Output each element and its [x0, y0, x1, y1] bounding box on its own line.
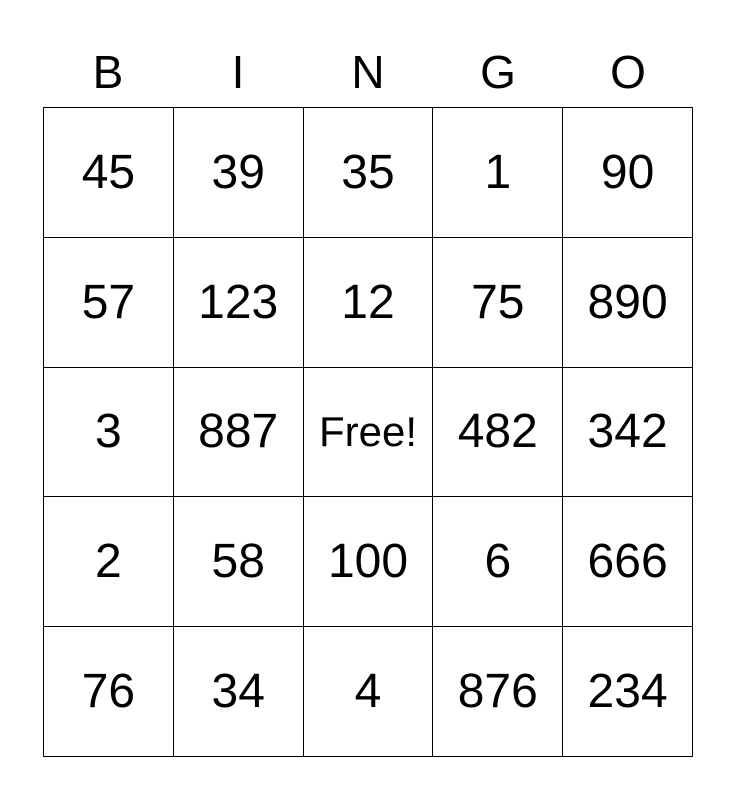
header-letter-b: B — [92, 46, 124, 98]
bingo-cell: 3 — [44, 367, 174, 498]
bingo-cell: 890 — [563, 237, 693, 368]
header-letter-i: I — [231, 46, 245, 98]
bingo-cell: 39 — [173, 108, 304, 238]
bingo-cell: 57 — [44, 237, 174, 368]
bingo-cell: 100 — [303, 497, 434, 628]
bingo-cell: 876 — [433, 627, 564, 757]
bingo-cell: 90 — [563, 108, 693, 238]
bingo-cell: 58 — [173, 497, 304, 628]
bingo-cell: 34 — [173, 627, 304, 757]
bingo-grid: 45 39 35 1 90 57 123 12 75 890 3 887 Free! 482 342 2 58 1… — [43, 107, 693, 757]
bingo-cell: 76 — [44, 627, 174, 757]
bingo-cell: 123 — [173, 237, 304, 368]
header-letter-g: G — [480, 46, 516, 98]
bingo-cell: 2 — [44, 497, 174, 628]
bingo-cell: 4 — [303, 627, 434, 757]
bingo-cell: 75 — [433, 237, 564, 368]
bingo-cell: 12 — [303, 237, 434, 368]
free-space-cell: Free! — [303, 367, 434, 498]
bingo-header: B I N G O — [43, 40, 693, 104]
bingo-cell: 482 — [433, 367, 564, 498]
bingo-cell: 45 — [44, 108, 174, 238]
bingo-cell: 666 — [563, 497, 693, 628]
bingo-cell: 342 — [563, 367, 693, 498]
bingo-cell: 35 — [303, 108, 434, 238]
bingo-cell: 234 — [563, 627, 693, 757]
header-letter-n: N — [351, 46, 385, 98]
bingo-cell: 887 — [173, 367, 304, 498]
header-letter-o: O — [610, 46, 646, 98]
bingo-cell: 1 — [433, 108, 564, 238]
bingo-cell: 6 — [433, 497, 564, 628]
